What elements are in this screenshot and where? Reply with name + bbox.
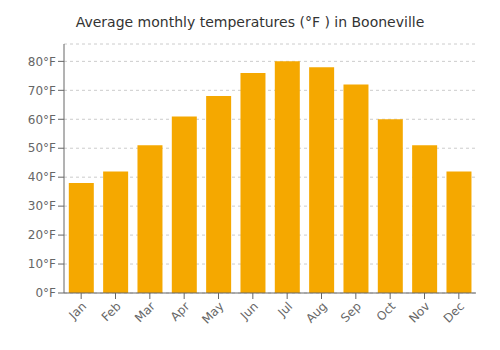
svg-text:30°F: 30°F (28, 199, 56, 213)
svg-text:40°F: 40°F (28, 170, 56, 184)
svg-text:Feb: Feb (99, 299, 124, 324)
svg-text:Oct: Oct (374, 299, 399, 324)
svg-text:60°F: 60°F (28, 113, 56, 127)
html-text:Average monthly temperatures (: Average monthly temperatures (°F ) in Bo… (75, 14, 425, 30)
svg-text:Jan: Jan (66, 299, 90, 323)
svg-text:50°F: 50°F (28, 141, 56, 155)
svg-text:Dec: Dec (441, 299, 467, 325)
svg-text:80°F: 80°F (28, 55, 56, 69)
svg-text:10°F: 10°F (28, 257, 56, 271)
svg-text:Apr: Apr (168, 299, 193, 324)
svg-text:May: May (199, 299, 226, 326)
svg-text:Jul: Jul (274, 299, 295, 320)
svg-text:70°F: 70°F (28, 84, 56, 98)
svg-text:20°F: 20°F (28, 228, 56, 242)
svg-text:Mar: Mar (132, 299, 158, 325)
svg-text:Aug: Aug (303, 299, 329, 325)
svg-text:Sep: Sep (338, 299, 364, 325)
svg-text:Jun: Jun (237, 299, 261, 323)
svg-text:0°F: 0°F (35, 286, 56, 300)
svg-text:Nov: Nov (406, 299, 432, 325)
